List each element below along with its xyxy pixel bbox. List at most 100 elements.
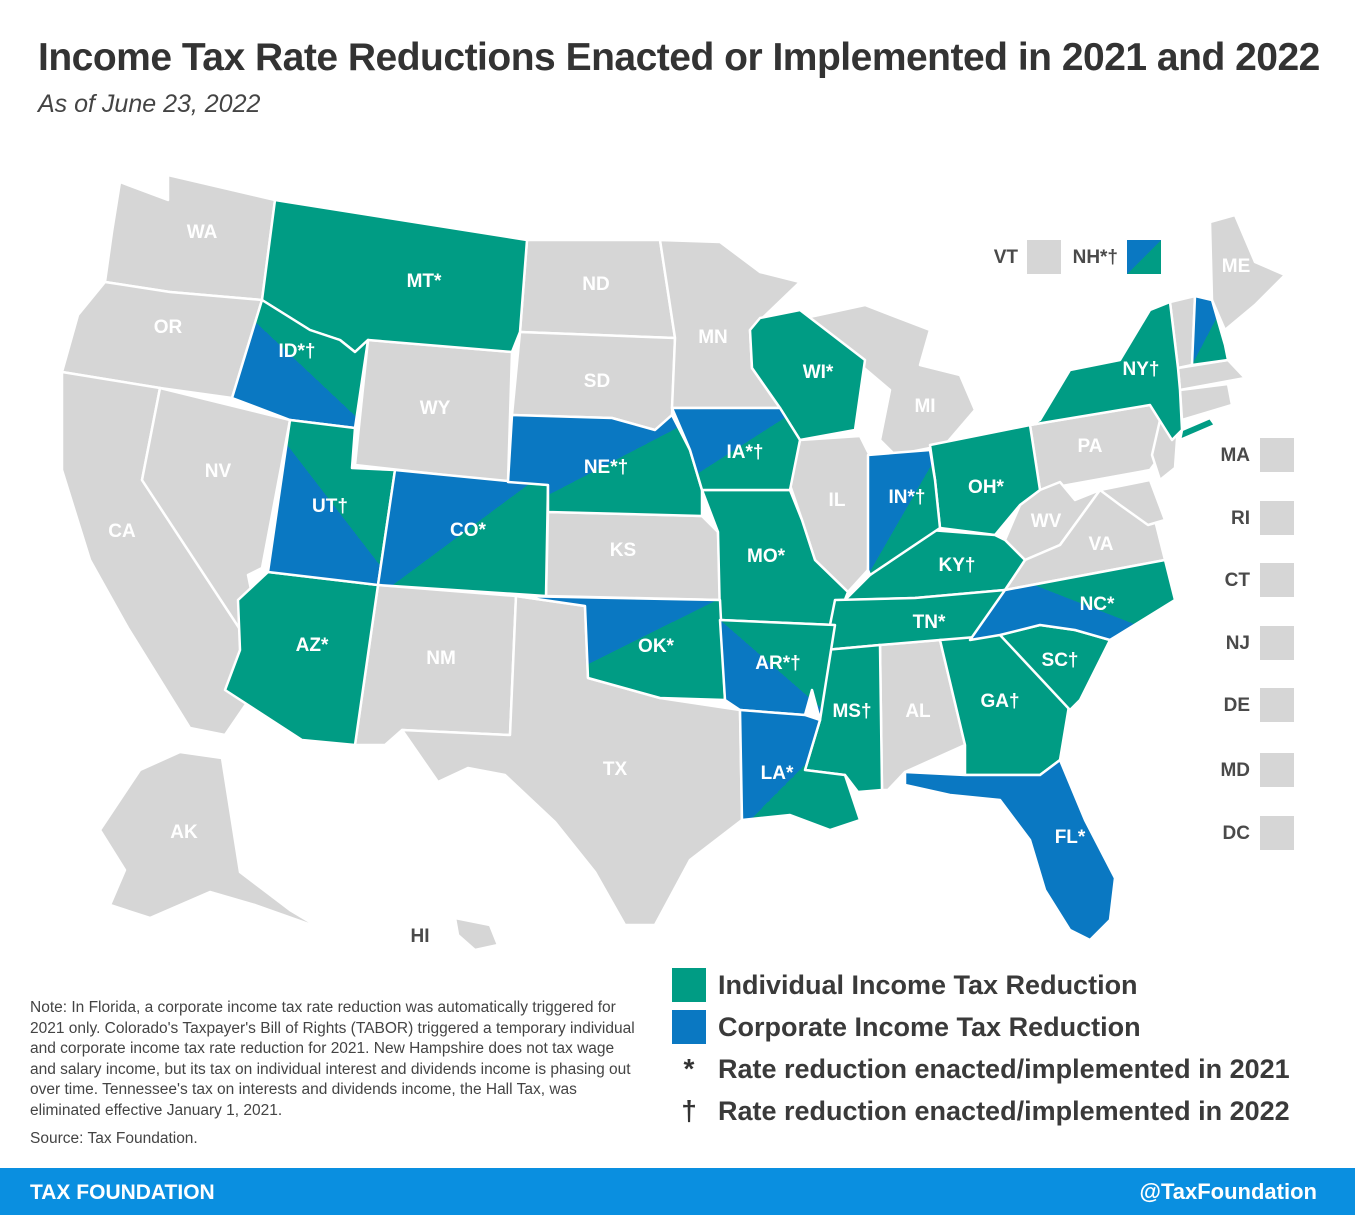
label-AR: AR*† xyxy=(755,653,800,674)
label-UT: UT† xyxy=(312,496,348,517)
label-AL: AL xyxy=(905,701,931,722)
label-ND: ND xyxy=(582,274,609,295)
label-VA: VA xyxy=(1089,534,1114,555)
small-state-box-dc xyxy=(1260,816,1294,850)
state-ID[interactable] xyxy=(230,298,370,430)
label-SC: SC† xyxy=(1042,650,1079,671)
legend-dagger-symbol: † xyxy=(681,1095,697,1126)
label-HI: HI xyxy=(411,926,430,947)
label-MI: MI xyxy=(914,396,935,417)
state-NH[interactable] xyxy=(1190,294,1230,367)
label-WI: WI* xyxy=(803,362,834,383)
legend-text-dagger: Rate reduction enacted/implemented in 20… xyxy=(718,1095,1290,1126)
small-state-box-ct xyxy=(1260,563,1294,597)
small-state-box-md xyxy=(1260,753,1294,787)
small-state-label-nh: NH*† xyxy=(1072,247,1118,268)
label-MT: MT* xyxy=(407,271,442,292)
footnote: Note: In Florida, a corporate income tax… xyxy=(30,999,635,1119)
chart-subtitle: As of June 23, 2022 xyxy=(38,90,261,118)
label-WY: WY xyxy=(420,398,451,419)
state-NY[interactable] xyxy=(1028,300,1184,442)
label-LA: LA* xyxy=(761,763,794,784)
label-IN: IN*† xyxy=(889,487,926,508)
label-MO: MO* xyxy=(747,546,786,567)
state-FL[interactable] xyxy=(903,758,1117,942)
label-NY: NY† xyxy=(1123,359,1160,380)
legend-swatch-corporate xyxy=(672,1010,706,1044)
small-state-box-ma xyxy=(1260,438,1294,472)
small-state-box-nj xyxy=(1260,626,1294,660)
state-NC[interactable] xyxy=(968,558,1177,642)
legend-individual: Individual Income Tax Reduction xyxy=(672,967,1138,1003)
label-FL: FL* xyxy=(1055,827,1086,848)
small-state-box-de xyxy=(1260,688,1294,722)
state-IN[interactable] xyxy=(866,448,942,577)
label-AK: AK xyxy=(170,822,198,843)
state-AR[interactable] xyxy=(718,618,837,722)
state-NY-LI[interactable] xyxy=(1178,416,1217,442)
source: Source: Tax Foundation. xyxy=(30,1130,198,1147)
footer-handle[interactable]: @TaxFoundation xyxy=(1139,1179,1317,1204)
label-NM: NM xyxy=(426,648,456,669)
state-CT[interactable] xyxy=(1178,382,1234,422)
small-state-label-ct: CT xyxy=(1224,570,1250,591)
label-MS: MS† xyxy=(832,701,871,722)
state-OR[interactable] xyxy=(60,280,264,400)
label-NE: NE*† xyxy=(584,457,628,478)
label-MN: MN xyxy=(698,327,728,348)
footer-brand: TAX FOUNDATION xyxy=(30,1181,215,1204)
small-state-box-vt xyxy=(1027,240,1061,274)
label-WV: WV xyxy=(1031,511,1062,532)
small-state-box-nh xyxy=(1127,240,1161,274)
small-state-box-ri xyxy=(1260,501,1294,535)
footer-bar: TAX FOUNDATION @TaxFoundation xyxy=(0,1168,1355,1215)
legend-asterisk: * Rate reduction enacted/implemented in … xyxy=(672,1051,1290,1087)
label-NV: NV xyxy=(205,461,232,482)
label-PA: PA xyxy=(1078,436,1103,457)
label-OH: OH* xyxy=(968,477,1005,498)
state-AK[interactable] xyxy=(98,750,322,930)
label-OR: OR xyxy=(154,317,183,338)
state-HI[interactable] xyxy=(453,916,500,952)
small-state-label-ri: RI xyxy=(1231,508,1250,529)
label-TN: TN* xyxy=(913,612,946,633)
state-labels: WA OR CA NV ID*† MT* WY UT† AZ* CO* NM N… xyxy=(108,222,1250,947)
label-TX: TX xyxy=(603,759,628,780)
label-OK: OK* xyxy=(638,636,675,657)
label-WA: WA xyxy=(187,222,218,243)
state-IA[interactable] xyxy=(670,406,802,492)
state-MO[interactable] xyxy=(700,488,850,627)
small-state-label-de: DE xyxy=(1223,695,1250,716)
label-ME: ME xyxy=(1222,256,1251,277)
legend-text-asterisk: Rate reduction enacted/implemented in 20… xyxy=(718,1053,1290,1084)
label-GA: GA† xyxy=(980,691,1019,712)
label-AZ: AZ* xyxy=(296,635,329,656)
legend-text-corporate: Corporate Income Tax Reduction xyxy=(718,1011,1141,1042)
label-CO: CO* xyxy=(450,520,487,541)
state-MI[interactable] xyxy=(803,303,977,457)
label-KY: KY† xyxy=(939,555,976,576)
state-LA[interactable] xyxy=(738,708,862,832)
legend-swatch-individual xyxy=(672,968,706,1002)
legend-text-individual: Individual Income Tax Reduction xyxy=(718,969,1138,1000)
label-SD: SD xyxy=(584,371,610,392)
state-DE-MD[interactable] xyxy=(1098,478,1167,527)
label-KS: KS xyxy=(610,540,636,561)
label-NC: NC* xyxy=(1080,594,1115,615)
legend-corporate: Corporate Income Tax Reduction xyxy=(672,1009,1141,1045)
label-IA: IA*† xyxy=(727,442,764,463)
state-AZ[interactable] xyxy=(223,570,380,747)
label-CA: CA xyxy=(108,521,136,542)
small-state-label-ma: MA xyxy=(1220,445,1250,466)
chart-title: Income Tax Rate Reductions Enacted or Im… xyxy=(38,36,1320,79)
small-state-label-nj: NJ xyxy=(1225,633,1250,654)
small-state-label-dc: DC xyxy=(1222,823,1250,844)
small-state-label-md: MD xyxy=(1220,760,1250,781)
label-IL: IL xyxy=(829,490,846,511)
small-state-label-vt: VT xyxy=(993,247,1018,268)
legend-dagger: † Rate reduction enacted/implemented in … xyxy=(672,1093,1290,1129)
label-ID: ID*† xyxy=(279,341,316,362)
legend-asterisk-symbol: * xyxy=(683,1053,695,1084)
state-OK[interactable] xyxy=(514,594,727,702)
